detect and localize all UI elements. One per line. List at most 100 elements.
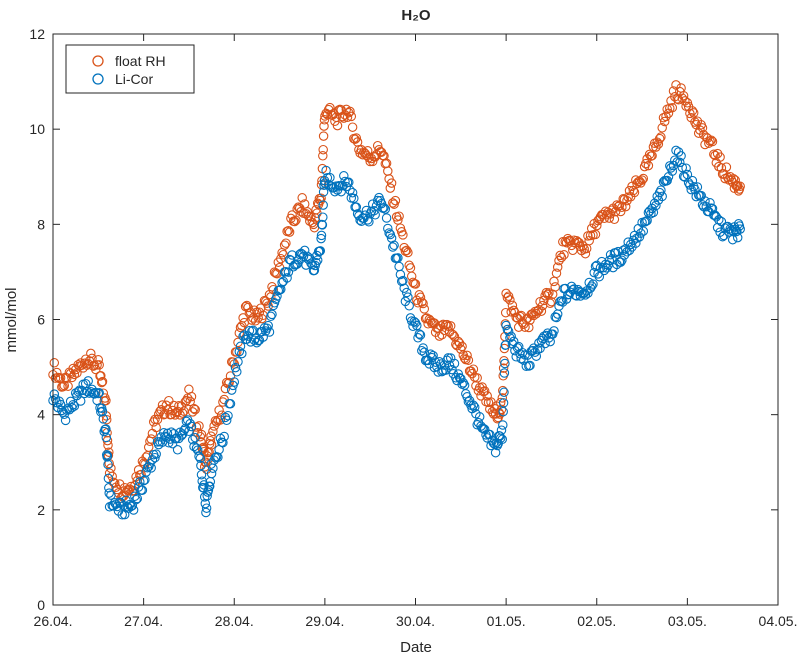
data-point — [453, 369, 464, 379]
data-point — [157, 400, 168, 410]
data-point — [69, 401, 80, 411]
data-point — [499, 387, 509, 398]
data-point — [495, 397, 506, 408]
legend-marker — [92, 55, 104, 67]
data-point — [132, 493, 143, 504]
data-point — [594, 271, 605, 282]
data-point — [651, 142, 661, 152]
data-point — [194, 451, 204, 462]
data-point — [410, 279, 421, 289]
data-point — [615, 206, 626, 217]
data-point — [716, 163, 727, 173]
data-point — [401, 287, 412, 298]
data-point — [619, 250, 630, 260]
y-tick-label: 12 — [29, 26, 45, 42]
data-point — [385, 183, 396, 193]
data-point — [83, 376, 93, 386]
data-point — [542, 289, 553, 300]
data-point — [443, 353, 453, 363]
data-point — [502, 292, 513, 303]
data-point — [138, 476, 149, 486]
data-point — [472, 373, 482, 383]
data-point — [196, 460, 206, 471]
data-point — [201, 503, 212, 513]
data-point — [94, 360, 104, 370]
data-point — [730, 175, 740, 185]
data-point — [318, 151, 328, 161]
data-point — [177, 408, 188, 418]
x-tick-label: 26.04. — [34, 613, 73, 629]
data-point — [196, 429, 207, 440]
data-point — [390, 195, 401, 206]
data-point — [103, 473, 114, 484]
data-point — [641, 158, 651, 169]
data-point — [89, 389, 100, 399]
data-point — [408, 277, 418, 288]
data-point — [681, 163, 691, 173]
data-point — [549, 326, 559, 336]
data-point — [189, 403, 199, 414]
x-tick-label: 28.04. — [215, 613, 254, 629]
data-point — [235, 341, 246, 352]
data-point — [709, 149, 719, 160]
data-point — [190, 432, 200, 443]
data-point — [186, 421, 197, 432]
x-tick-label: 29.04. — [305, 613, 344, 629]
data-point — [87, 353, 97, 364]
data-point — [592, 220, 602, 231]
data-point — [96, 377, 107, 388]
data-point — [586, 281, 597, 291]
data-point — [705, 198, 715, 208]
data-point — [298, 251, 309, 262]
data-point — [307, 217, 318, 228]
data-point — [389, 240, 399, 251]
data-point — [579, 288, 589, 298]
data-point — [498, 363, 509, 373]
data-point — [184, 426, 194, 437]
data-point — [719, 230, 729, 241]
data-point — [447, 364, 457, 375]
data-point — [542, 328, 553, 338]
data-point — [657, 123, 667, 133]
data-point — [318, 144, 328, 155]
data-point — [654, 133, 665, 144]
data-point — [191, 443, 202, 453]
data-point — [208, 426, 218, 437]
data-point — [415, 292, 426, 303]
data-point — [609, 214, 620, 225]
data-point — [249, 305, 260, 315]
data-point — [496, 425, 507, 435]
data-point — [128, 505, 139, 515]
data-point — [700, 196, 710, 206]
data-point — [501, 320, 511, 331]
data-point — [498, 385, 508, 396]
data-point — [205, 435, 216, 446]
data-point — [565, 236, 576, 246]
data-point — [643, 160, 654, 171]
x-axis-label: Date — [400, 639, 432, 655]
data-point — [583, 288, 593, 298]
data-point — [418, 343, 428, 353]
data-point — [369, 206, 379, 216]
data-point — [506, 331, 516, 342]
data-point — [478, 423, 489, 434]
data-point — [404, 301, 414, 311]
data-point — [490, 447, 501, 458]
data-point — [362, 215, 373, 225]
data-point — [423, 319, 433, 329]
data-point — [615, 257, 626, 267]
data-point — [678, 90, 689, 101]
data-point — [282, 273, 292, 283]
data-point — [94, 388, 104, 398]
data-point — [524, 322, 534, 333]
data-point — [620, 201, 631, 212]
legend: float RH Li-Cor — [65, 44, 195, 94]
data-point — [629, 187, 640, 198]
data-point — [496, 404, 507, 415]
data-point — [131, 494, 141, 505]
y-tick-label: 4 — [37, 407, 45, 423]
data-point — [451, 339, 461, 350]
data-point — [685, 108, 695, 119]
data-point — [187, 434, 198, 445]
